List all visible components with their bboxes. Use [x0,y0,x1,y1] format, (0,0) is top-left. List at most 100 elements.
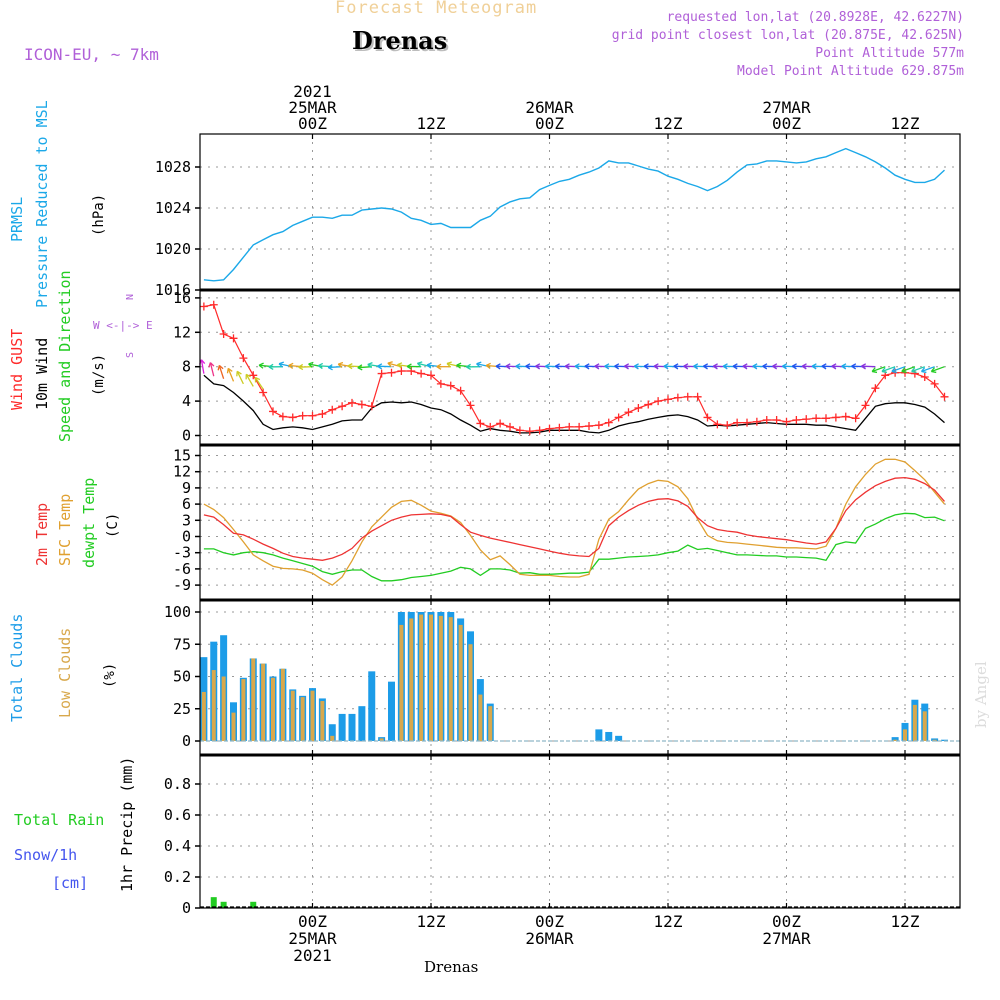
low-cloud-bar [922,711,927,741]
wind-direction-arrowhead [772,363,778,370]
wind-direction-arrowhead [584,363,590,370]
low-cloud-bar [320,701,325,741]
wind-gust-point [427,371,435,380]
wind-gust-point [298,411,307,420]
time-label-top: 12Z [417,114,446,133]
pressure-line [203,147,945,282]
y-tick-label: 1024 [155,199,191,217]
wind-direction-arrow [881,366,896,373]
precip-bar [250,901,257,908]
wind-direction-arrowhead [258,362,264,369]
wind-direction-arrowhead [337,361,344,369]
wind-direction-arrowhead [851,363,857,370]
wind-direction-arrowhead [574,363,580,370]
wind-gust-point [940,392,949,401]
compass-west-east: W <-|-> E [93,319,153,332]
wind-gust-point [269,407,277,416]
wind-direction-arrowhead [901,367,907,374]
wind-gust-point [733,418,742,427]
wind-gust-point [219,330,228,339]
wind-direction-arrowhead [226,367,233,374]
wind-direction-arrow [254,377,264,390]
wind-direction-arrowhead [347,363,353,370]
y-tick-label: 15 [173,447,191,465]
low-cloud-bar [300,697,305,741]
wind-gust-point [407,367,416,375]
time-label-top: 00Z [298,114,327,133]
model-altitude: Model Point Altitude 629.875m [737,64,964,79]
wind-direction-arrowhead [396,362,403,369]
wind-direction-arrowhead [673,363,679,370]
wind-gust-point [209,300,218,309]
y-tick-label: 0 [182,732,191,750]
wind-direction-arrowhead [920,367,927,374]
low-cloud-bar [399,624,404,741]
wind-gust-point [328,405,337,414]
wind-gust-point [397,367,406,375]
total-cloud-bar [328,724,336,741]
wind-direction-arrowhead [268,363,274,371]
total-cloud-bar [348,713,356,741]
wind-direction-arrowhead [416,361,423,368]
y-tick-label: 75 [173,635,191,653]
wind-gust-point [525,427,534,436]
wind-gust-point [466,401,475,410]
wind-direction-arrowhead [367,362,373,369]
temp-2m-line [203,476,945,561]
wind-direction-arrowhead [911,367,917,374]
wind-gust-point [515,426,524,435]
wind-direction-arrowhead [545,363,551,370]
low-cloud-bar [478,694,483,741]
low-cloud-bar [488,706,493,741]
time-label-top: 25MAR [288,98,337,117]
time-label-bottom: 26MAR [525,929,574,948]
wind-gust-point [486,422,495,431]
wind-direction-arrowhead [426,362,432,369]
wind-direction-arrowhead [208,362,215,368]
wind-gust-point [446,381,455,390]
wind-gust-point [199,302,208,311]
wind-gust-point [822,414,830,423]
snow-label: Snow/1h [14,846,78,864]
wind-direction-arrow [245,374,254,387]
low-cloud-bar [468,644,473,741]
wind-direction-arrowhead [535,363,541,370]
wind-direction-arrowhead [446,361,452,368]
low-cloud-bar [251,658,256,741]
surface-temp-line [203,458,945,586]
low-cloud-bar [409,618,414,741]
wind-gust-point [930,379,939,388]
low-cloud-bar [932,739,937,741]
wind-direction-arrow [328,366,343,369]
wind-gust-point [871,384,880,393]
wind-direction-arrowhead [505,363,511,370]
time-label-bottom: 12Z [654,912,683,931]
time-label-top: 12Z [654,114,683,133]
wind-direction-arrowhead [663,363,669,370]
low-cloud-bar [261,663,266,741]
y-tick-label: 0 [182,528,191,546]
wind-gust-point [506,422,514,431]
wind-gust-point [229,334,238,343]
wind-gust-point [614,413,623,422]
wind-direction-arrowhead [554,363,560,370]
wind-gust-point [239,354,248,363]
wind-direction-arrowhead [217,364,224,371]
low-cloud-bar [912,704,917,741]
y-tick-label: 12 [173,323,191,341]
wind-gust-point [594,421,603,430]
wind-direction-arrow [921,366,935,373]
wind-gust-point [772,416,781,425]
total-cloud-bar [358,706,366,741]
wind-direction-arrowhead [594,363,600,370]
wind-direction-arrowhead [387,361,393,368]
wind-gust-point [664,395,672,404]
wind-direction-arrowhead [811,363,817,370]
time-label-top: 2021 [293,82,332,101]
time-label-bottom: 2021 [293,946,332,965]
wind-gust-point [920,373,929,382]
wind-direction-arrowhead [762,363,768,370]
wind-direction-arrowhead [317,362,324,370]
wind-gust-point [713,420,722,429]
wind-direction-arrow [236,371,244,385]
